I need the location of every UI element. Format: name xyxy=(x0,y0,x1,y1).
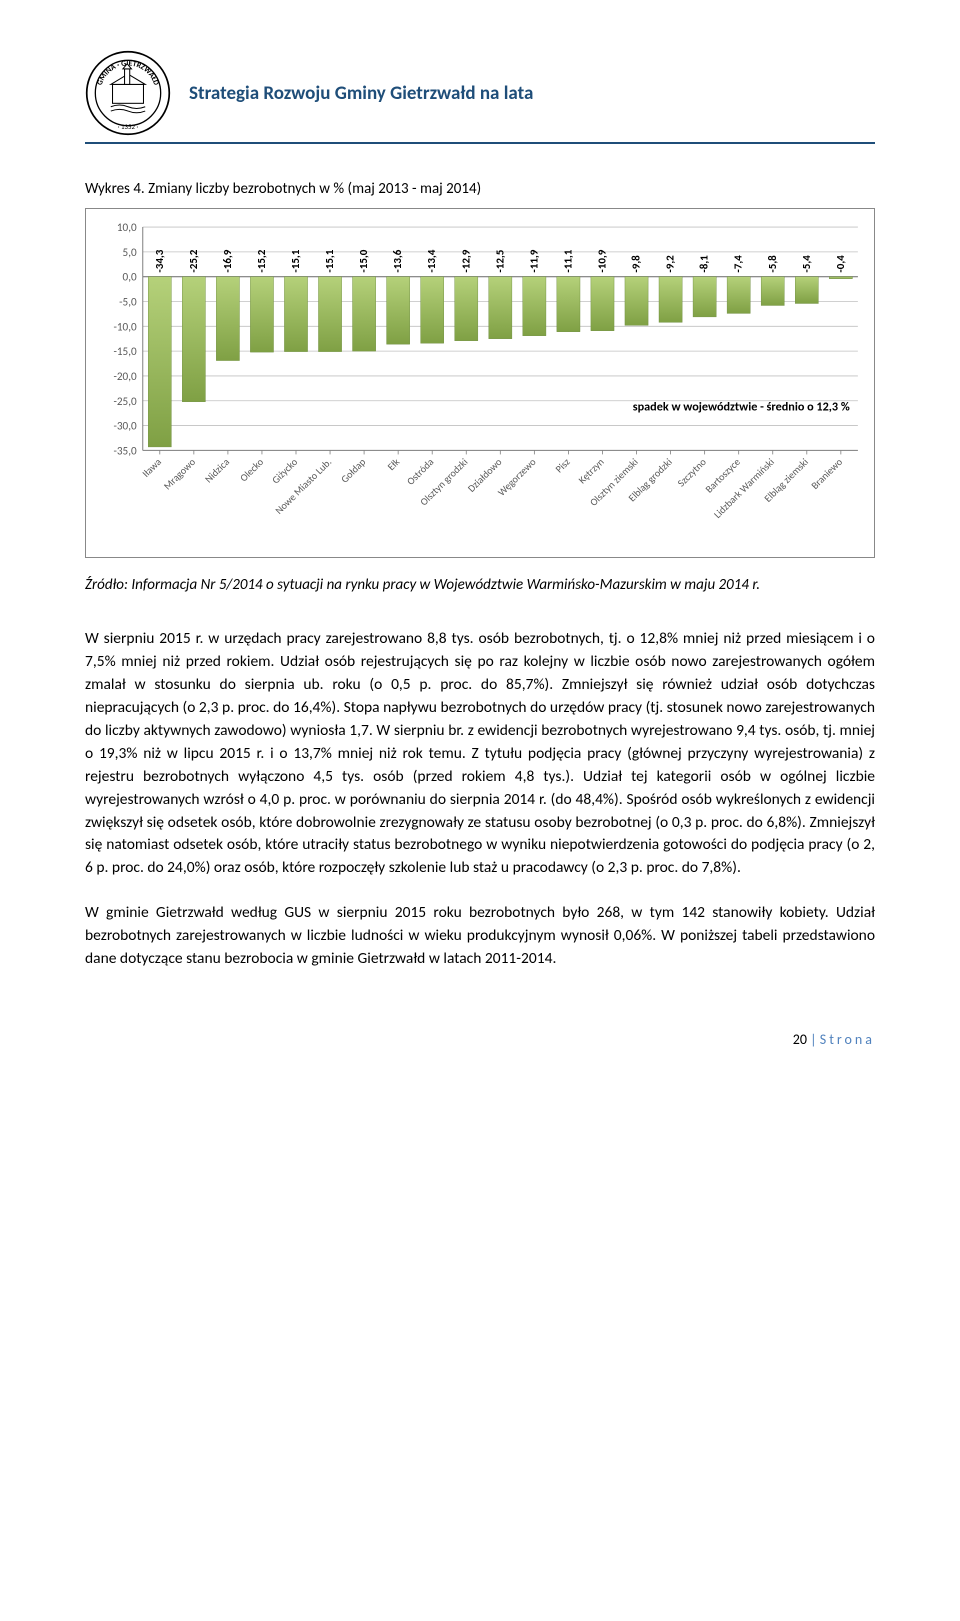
svg-text:-13,6: -13,6 xyxy=(390,249,404,272)
svg-text:Ostróda: Ostróda xyxy=(404,455,437,487)
svg-text:-9,2: -9,2 xyxy=(663,255,677,273)
svg-text:-12,5: -12,5 xyxy=(492,249,506,272)
svg-text:-0,4: -0,4 xyxy=(833,255,847,273)
svg-text:Mrągowo: Mrągowo xyxy=(161,455,198,492)
svg-text:· 1352 ·: · 1352 · xyxy=(118,122,139,131)
svg-text:-15,0: -15,0 xyxy=(113,344,137,358)
svg-text:spadek w województwie - średni: spadek w województwie - średnio o 12,3 % xyxy=(633,400,850,415)
svg-text:-15,2: -15,2 xyxy=(254,249,268,272)
svg-text:-12,9: -12,9 xyxy=(458,249,472,272)
svg-text:5,0: 5,0 xyxy=(123,245,137,259)
svg-text:-7,4: -7,4 xyxy=(731,255,745,273)
svg-text:-30,0: -30,0 xyxy=(113,419,137,433)
svg-text:-5,0: -5,0 xyxy=(119,295,137,309)
footer-sep: | xyxy=(807,1031,820,1048)
svg-text:-25,2: -25,2 xyxy=(186,249,200,272)
svg-text:Lidzbark Warmiński: Lidzbark Warmiński xyxy=(711,455,777,520)
svg-text:Nidzica: Nidzica xyxy=(202,455,232,485)
svg-text:Gołdap: Gołdap xyxy=(338,455,368,485)
page-header: GMINA · GIETRZWAŁD · 1352 · Strategia Ro… xyxy=(85,50,875,136)
svg-text:-25,0: -25,0 xyxy=(113,394,137,408)
page-footer: 20 | Strona xyxy=(85,1031,875,1048)
header-title: Strategia Rozwoju Gminy Gietrzwałd na la… xyxy=(189,82,533,105)
svg-text:-5,4: -5,4 xyxy=(799,255,813,273)
header-rule xyxy=(85,142,875,144)
svg-text:10,0: 10,0 xyxy=(117,220,137,234)
svg-text:0,0: 0,0 xyxy=(123,270,137,284)
svg-text:-9,8: -9,8 xyxy=(629,255,643,273)
svg-text:-34,3: -34,3 xyxy=(152,249,166,272)
svg-text:-15,1: -15,1 xyxy=(322,249,336,272)
svg-text:-13,4: -13,4 xyxy=(424,249,438,272)
svg-text:-15,1: -15,1 xyxy=(288,249,302,272)
svg-text:Kętrzyn: Kętrzyn xyxy=(576,455,607,486)
svg-text:Ełk: Ełk xyxy=(385,455,403,473)
chart-source: Źródło: Informacja Nr 5/2014 o sytuacji … xyxy=(85,576,875,594)
body-paragraph-2: W gminie Gietrzwałd według GUS w sierpni… xyxy=(85,902,875,971)
svg-text:-10,9: -10,9 xyxy=(594,249,608,272)
page-number: 20 xyxy=(793,1031,807,1048)
svg-text:Iława: Iława xyxy=(139,455,164,480)
chart-caption: Wykres 4. Zmiany liczby bezrobotnych w %… xyxy=(85,180,875,198)
svg-text:-11,1: -11,1 xyxy=(560,249,574,272)
svg-text:Braniewo: Braniewo xyxy=(808,455,845,491)
svg-text:-35,0: -35,0 xyxy=(113,443,137,457)
body-paragraph-1: W sierpniu 2015 r. w urzędach pracy zare… xyxy=(85,628,875,880)
municipality-logo: GMINA · GIETRZWAŁD · 1352 · xyxy=(85,50,171,136)
svg-text:Pisz: Pisz xyxy=(552,455,572,475)
svg-text:Olecko: Olecko xyxy=(237,455,266,484)
unemployment-change-chart: -35,0 -30,0 -25,0 -20,0 -15,0 -10,0 -5,0 0,0 5,0… xyxy=(85,208,875,558)
svg-text:-16,9: -16,9 xyxy=(220,249,234,272)
svg-text:-15,0: -15,0 xyxy=(356,249,370,272)
svg-text:-11,9: -11,9 xyxy=(526,249,540,272)
svg-text:-20,0: -20,0 xyxy=(113,369,137,383)
svg-text:Giżycko: Giżycko xyxy=(269,455,300,486)
footer-word: Strona xyxy=(820,1031,875,1048)
svg-text:-8,1: -8,1 xyxy=(697,255,711,273)
svg-text:-5,8: -5,8 xyxy=(765,255,779,273)
svg-text:-10,0: -10,0 xyxy=(113,319,137,333)
